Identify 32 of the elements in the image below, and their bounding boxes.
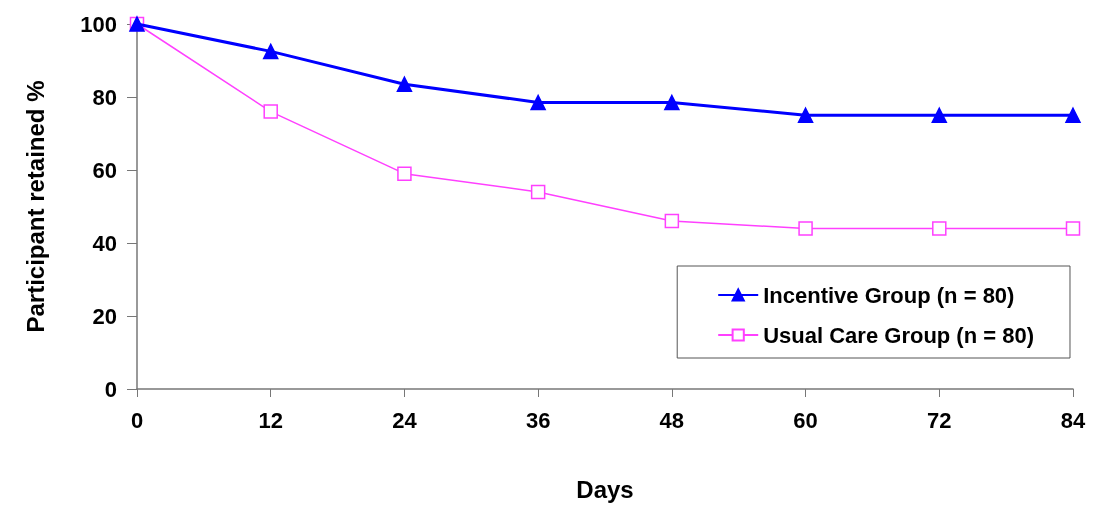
- point: [396, 76, 413, 92]
- y-tick-label: 100: [80, 11, 117, 37]
- point: [1065, 221, 1081, 236]
- point: [262, 43, 279, 60]
- x-tick-label: 0: [130, 407, 144, 433]
- point: [397, 166, 412, 181]
- y-tick-label: 0: [104, 376, 117, 402]
- point: [797, 107, 814, 123]
- point: [664, 213, 680, 229]
- point: [931, 107, 948, 123]
- x-axis-title: Days: [576, 475, 634, 503]
- x-tick-label: 36: [525, 407, 551, 433]
- point: [664, 94, 680, 111]
- x-tick-label: 84: [1060, 407, 1086, 433]
- point: [530, 184, 546, 200]
- point: [1065, 107, 1081, 123]
- x-tick-label: 60: [793, 407, 818, 433]
- legend-label: Usual Care Group (n = 80): [763, 322, 1035, 348]
- x-tick-label: 48: [659, 407, 685, 433]
- legend-label: Incentive Group (n = 80): [763, 282, 1015, 308]
- x-tick-label: 24: [392, 407, 418, 433]
- point: [932, 221, 947, 236]
- point: [530, 94, 546, 111]
- point: [263, 104, 278, 119]
- x-tick-label: 72: [927, 407, 952, 433]
- y-tick-label: 60: [92, 157, 117, 183]
- point: [798, 221, 813, 236]
- y-tick-label: 20: [92, 303, 117, 329]
- y-axis-title: Participant retained %: [21, 80, 49, 333]
- x-tick-label: 12: [258, 407, 283, 433]
- y-tick-label: 40: [92, 230, 117, 256]
- y-tick-label: 80: [92, 84, 117, 110]
